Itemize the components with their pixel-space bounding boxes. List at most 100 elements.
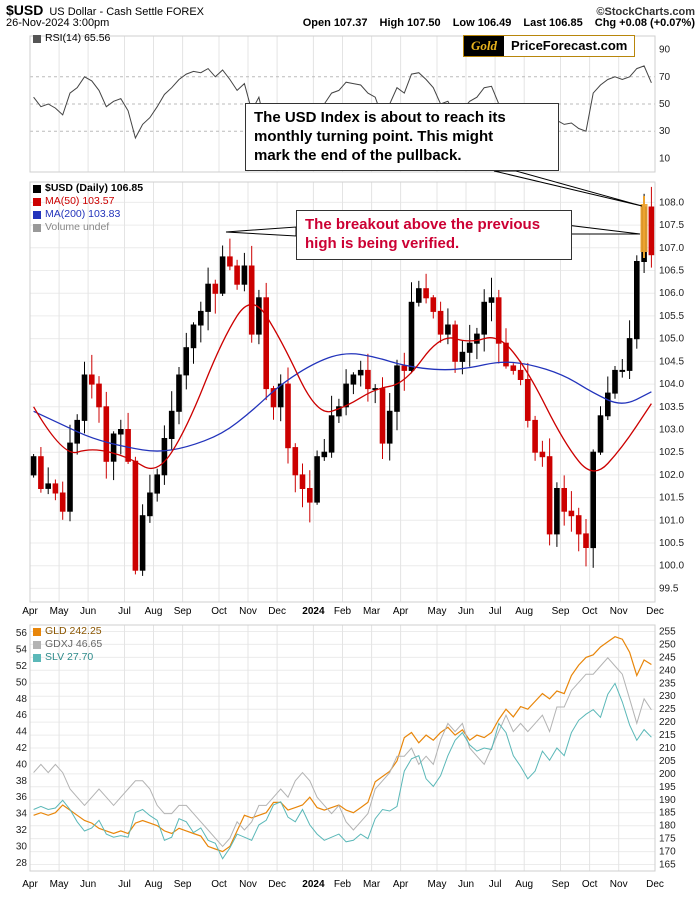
x-axis-label: Sep bbox=[551, 879, 570, 890]
right-axis-label: 210 bbox=[659, 743, 676, 754]
candle-body bbox=[459, 351, 466, 362]
candle-body bbox=[423, 288, 429, 299]
candle-body bbox=[561, 488, 568, 512]
right-axis-label: 215 bbox=[659, 730, 676, 741]
candle-body bbox=[277, 383, 284, 408]
x-axis-label: Nov bbox=[609, 879, 628, 890]
x-axis-label: Aug bbox=[515, 606, 534, 617]
candle-body bbox=[183, 347, 189, 376]
x-axis-label: Jun bbox=[80, 606, 97, 617]
x-axis-label: Dec bbox=[646, 606, 664, 617]
candle-body bbox=[263, 297, 269, 390]
price-axis-label: 105.0 bbox=[659, 334, 684, 345]
candle-body bbox=[234, 265, 240, 285]
slv-series-icon bbox=[33, 653, 41, 662]
legend-row-ma50: MA(50) 103.57 bbox=[33, 195, 143, 208]
x-axis-label: Sep bbox=[173, 606, 192, 617]
x-axis-label: Aug bbox=[515, 879, 534, 890]
left-axis-label: 36 bbox=[16, 792, 28, 803]
x-axis-label: Jul bbox=[118, 879, 131, 890]
left-axis-label: 30 bbox=[16, 841, 28, 852]
slv-line bbox=[33, 682, 652, 860]
legend-row-gdxj: GDXJ 46.65 bbox=[33, 638, 102, 651]
candle-body bbox=[110, 433, 117, 462]
rsi-axis-label: 70 bbox=[659, 72, 671, 83]
x-axis-label: Apr bbox=[22, 879, 38, 890]
candle-body bbox=[394, 365, 400, 412]
right-axis-label: 255 bbox=[659, 627, 676, 638]
x-axis-label: Jul bbox=[118, 606, 131, 617]
candle-body bbox=[52, 483, 59, 494]
gdxj-line bbox=[33, 657, 652, 848]
candle-body bbox=[503, 342, 509, 367]
volume-series-icon bbox=[33, 223, 41, 232]
candle-body bbox=[510, 365, 517, 371]
price-axis-label: 102.5 bbox=[659, 447, 684, 458]
candle-body bbox=[96, 383, 102, 408]
x-axis-label: Sep bbox=[173, 879, 192, 890]
x-axis-label: Jul bbox=[488, 606, 502, 617]
legend-row-slv: SLV 27.70 bbox=[33, 651, 102, 664]
ma50-series-icon bbox=[33, 197, 41, 206]
candle-body bbox=[38, 456, 44, 490]
candle-body bbox=[154, 474, 160, 494]
candle-body bbox=[118, 429, 124, 435]
x-axis-label: Oct bbox=[211, 879, 227, 890]
x-axis-label: Apr bbox=[22, 606, 38, 617]
candle-body bbox=[408, 301, 415, 371]
candle-body bbox=[619, 369, 626, 372]
slv-series-label: SLV 27.70 bbox=[45, 651, 94, 663]
main-legend: $USD (Daily) 106.85 MA(50) 103.57 MA(200… bbox=[33, 182, 143, 234]
x-axis-label: Sep bbox=[551, 606, 570, 617]
candle-body bbox=[270, 388, 277, 408]
candle-body bbox=[59, 492, 66, 512]
candle-body bbox=[314, 456, 320, 503]
price-axis-label: 101.0 bbox=[659, 515, 684, 526]
right-axis-label: 225 bbox=[659, 704, 676, 715]
quote-datetime: 26-Nov-2024 3:00pm bbox=[6, 17, 110, 29]
open-label: Open bbox=[302, 17, 331, 29]
left-axis-label: 54 bbox=[16, 645, 28, 656]
candle-body bbox=[488, 297, 495, 303]
candle-body bbox=[539, 451, 546, 458]
price-axis-label: 101.5 bbox=[659, 493, 684, 504]
candle-body bbox=[328, 415, 335, 453]
left-axis-label: 32 bbox=[16, 825, 28, 836]
high-pair: High 107.50 bbox=[380, 17, 441, 29]
left-axis-label: 44 bbox=[16, 727, 28, 738]
gld-series-icon bbox=[33, 627, 41, 636]
symbol-ticker: $USD bbox=[6, 2, 44, 18]
rsi-axis-label: 50 bbox=[659, 99, 671, 110]
candle-body bbox=[81, 374, 88, 421]
high-label: High bbox=[379, 17, 404, 29]
x-axis-label: Mar bbox=[362, 879, 381, 890]
x-axis-label: May bbox=[49, 606, 69, 617]
symbol-title: $USD US Dollar - Cash Settle FOREX bbox=[6, 2, 204, 20]
right-axis-label: 185 bbox=[659, 808, 676, 819]
candle-body bbox=[474, 333, 480, 344]
x-axis-labels-main: Apr May Jun Jul Aug Sep Oct Nov Dec 2024 Feb Mar Apr… bbox=[0, 606, 700, 619]
legend-row-gld: GLD 242.25 bbox=[33, 625, 102, 638]
candle-body bbox=[89, 374, 95, 385]
candle-body bbox=[532, 419, 538, 453]
x-axis-label: Oct bbox=[581, 879, 598, 890]
x-axis-label: Jun bbox=[457, 606, 475, 617]
candle-body bbox=[176, 374, 182, 412]
price-axis-label: 100.5 bbox=[659, 538, 684, 549]
candle-body bbox=[641, 206, 647, 262]
candle-body bbox=[30, 456, 37, 476]
candle-body bbox=[132, 460, 139, 571]
candle-body bbox=[161, 438, 168, 476]
rsi-axis-label: 10 bbox=[659, 153, 671, 164]
goldpriceforecast-logo[interactable]: Gold PriceForecast.com bbox=[463, 35, 636, 57]
right-axis-label: 240 bbox=[659, 665, 676, 676]
candle-body bbox=[495, 297, 502, 344]
candle-body bbox=[466, 342, 473, 353]
x-axis-label: Oct bbox=[581, 606, 598, 617]
right-axis-label: 175 bbox=[659, 834, 676, 845]
legend-row-usd: $USD (Daily) 106.85 bbox=[33, 182, 143, 195]
right-axis-label: 195 bbox=[659, 782, 676, 793]
metals-comparison-panel-chart: 56 54 52 50 48 46 44 42 40 38 36 34 32 30 28 255 250 245 2… bbox=[0, 621, 700, 878]
last-value: 106.85 bbox=[549, 17, 583, 29]
candle-body bbox=[198, 310, 204, 326]
